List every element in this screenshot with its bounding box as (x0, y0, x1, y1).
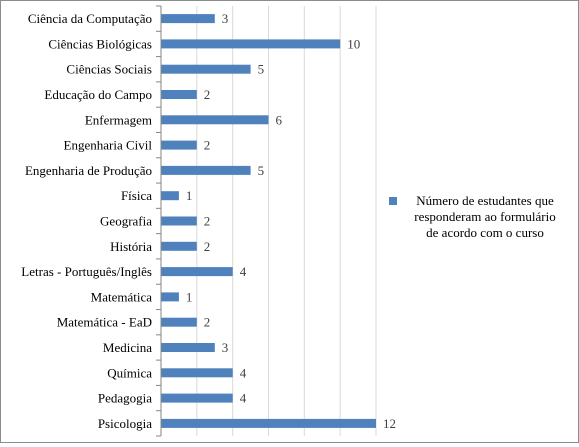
data-label: 2 (204, 214, 211, 229)
gridlines (196, 6, 377, 436)
category-label: Educação do Campo (44, 87, 152, 102)
legend-label-line: de acordo com o curso (426, 225, 544, 240)
category-label: Geografia (100, 214, 152, 229)
bar (161, 393, 233, 403)
bar (161, 39, 341, 49)
bar (161, 418, 376, 428)
data-label: 4 (240, 391, 247, 406)
bar (161, 115, 269, 125)
data-label: 2 (204, 315, 211, 330)
category-label: Ciência da Computação (28, 11, 152, 26)
data-label: 2 (204, 87, 211, 102)
category-label: Física (121, 188, 152, 203)
category-label: Pedagogia (98, 391, 152, 406)
category-label: Química (107, 365, 152, 380)
category-label: Ciências Biológicas (48, 36, 152, 51)
bar (161, 191, 179, 201)
bar (161, 64, 251, 74)
bar (161, 165, 251, 175)
data-label: 3 (222, 340, 229, 355)
data-label: 10 (347, 36, 360, 51)
category-label: Engenharia de Produção (25, 163, 152, 178)
legend-swatch (389, 197, 397, 205)
legend-label-line: responderam ao formulário (414, 209, 556, 224)
category-axis: Ciência da Computação Ciências Biológicas… (21, 5, 162, 437)
bar (161, 317, 197, 327)
data-label: 12 (383, 416, 396, 431)
data-label: 2 (204, 138, 211, 153)
data-label: 5 (258, 163, 265, 178)
category-label: Matemática - EaD (57, 315, 152, 330)
category-label: Letras - Português/Inglês (21, 264, 152, 279)
bar (161, 241, 197, 251)
bar (161, 216, 197, 226)
category-label: Matemática (91, 289, 153, 304)
category-label: Engenharia Civil (64, 138, 153, 153)
data-label: 1 (186, 289, 193, 304)
bar (161, 368, 233, 378)
category-label: História (110, 239, 152, 254)
bar (161, 140, 197, 150)
category-label: Ciências Sociais (66, 62, 152, 77)
category-label: Medicina (103, 340, 152, 355)
bar (161, 90, 197, 99)
bar (161, 343, 215, 352)
category-label: Psicologia (98, 416, 152, 431)
data-label: 3 (222, 11, 229, 26)
bar (161, 14, 215, 24)
data-label: 4 (240, 365, 247, 380)
data-label: 6 (276, 112, 283, 127)
category-label: Enfermagem (85, 112, 152, 127)
data-label: 1 (186, 188, 193, 203)
data-label: 2 (204, 239, 211, 254)
data-label: 4 (240, 264, 247, 279)
bar (161, 267, 233, 277)
legend-label-line: Número de estudantes que (416, 193, 554, 208)
bar (161, 292, 179, 302)
data-label: 5 (258, 62, 265, 77)
